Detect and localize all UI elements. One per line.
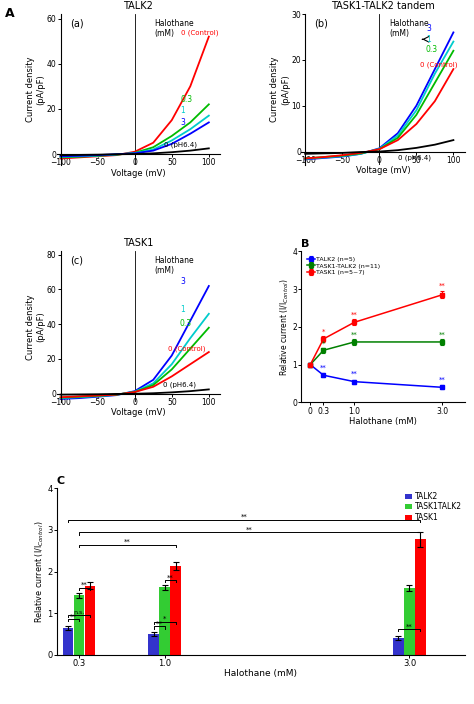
- Text: TALK2: TALK2: [123, 1, 154, 11]
- Text: **: **: [320, 365, 327, 371]
- Text: **: **: [241, 514, 247, 520]
- Bar: [393, 638, 404, 655]
- Text: 0 (Control): 0 (Control): [420, 62, 457, 68]
- Text: 0 (Control): 0 (Control): [168, 345, 206, 352]
- Y-axis label: Relative current (I/I$_{Control}$): Relative current (I/I$_{Control}$): [34, 520, 46, 623]
- Legend: TALK2 (n=5), TASK1-TALK2 (n=11), TASK1 (n=5~7): TALK2 (n=5), TASK1-TALK2 (n=11), TASK1 (…: [305, 254, 383, 277]
- Text: **: **: [167, 574, 173, 580]
- Text: **: **: [406, 623, 413, 629]
- Legend: TALK2, TASK1TALK2, TASK1: TALK2, TASK1TALK2, TASK1: [402, 489, 465, 525]
- Text: n.s.: n.s.: [73, 610, 84, 615]
- Text: (a): (a): [70, 18, 83, 29]
- Y-axis label: Current density
(pA/pF): Current density (pA/pF): [26, 294, 46, 360]
- Bar: [415, 539, 426, 655]
- Text: **: **: [351, 311, 358, 318]
- Text: 3: 3: [181, 277, 185, 287]
- Text: 0 (Control): 0 (Control): [181, 30, 218, 36]
- Text: *: *: [322, 329, 325, 335]
- Text: **: **: [351, 371, 358, 377]
- Text: 1: 1: [181, 305, 185, 314]
- X-axis label: Halothane (mM): Halothane (mM): [349, 417, 417, 426]
- Text: **: **: [70, 613, 77, 620]
- Text: **: **: [81, 582, 88, 588]
- Text: 0 (pH6.4): 0 (pH6.4): [164, 141, 197, 148]
- Text: B: B: [301, 239, 310, 249]
- Text: (b): (b): [315, 18, 328, 29]
- Text: **: **: [351, 332, 358, 337]
- Text: **: **: [156, 620, 163, 627]
- Y-axis label: Current density
(pA/pF): Current density (pA/pF): [26, 57, 46, 122]
- Bar: [170, 566, 181, 655]
- Text: 0.3: 0.3: [181, 95, 193, 104]
- Bar: [159, 587, 170, 655]
- Text: 0.3: 0.3: [179, 319, 191, 328]
- Text: TASK1: TASK1: [123, 238, 154, 249]
- X-axis label: Voltage (mV): Voltage (mV): [111, 168, 166, 177]
- Text: Halothane
(mM): Halothane (mM): [155, 256, 194, 275]
- X-axis label: Halothane (mM): Halothane (mM): [224, 670, 297, 678]
- Bar: [404, 588, 415, 655]
- Text: 3: 3: [426, 25, 431, 34]
- X-axis label: Voltage (mV): Voltage (mV): [356, 166, 410, 175]
- Text: Halothane
(mM): Halothane (mM): [390, 18, 429, 38]
- Y-axis label: Current density
(pA/pF): Current density (pA/pF): [271, 57, 290, 122]
- Text: 0.3: 0.3: [426, 44, 438, 54]
- Text: **: **: [124, 539, 131, 545]
- Text: **: **: [439, 332, 446, 337]
- Text: 1: 1: [426, 34, 431, 44]
- Bar: [148, 634, 159, 655]
- Text: A: A: [5, 7, 14, 20]
- Bar: [85, 586, 95, 655]
- Text: *: *: [322, 341, 325, 347]
- Text: **: **: [439, 377, 446, 383]
- Text: C: C: [57, 476, 65, 486]
- Bar: [63, 628, 73, 655]
- Bar: [73, 596, 84, 655]
- X-axis label: Voltage (mV): Voltage (mV): [111, 408, 166, 417]
- Text: 0 (pH6.4): 0 (pH6.4): [398, 155, 431, 161]
- Y-axis label: Relative current (I/I$_{Control}$): Relative current (I/I$_{Control}$): [279, 278, 291, 376]
- Text: 0 (pH6.4): 0 (pH6.4): [163, 382, 196, 389]
- Text: *: *: [163, 616, 166, 622]
- Text: (c): (c): [70, 256, 83, 266]
- Text: Halothane
(mM): Halothane (mM): [155, 18, 194, 38]
- Text: **: **: [246, 527, 253, 532]
- Text: 1: 1: [181, 106, 185, 115]
- Text: 3: 3: [181, 118, 185, 127]
- Text: **: **: [439, 283, 446, 289]
- Text: TASK1-TALK2 tandem: TASK1-TALK2 tandem: [331, 1, 435, 11]
